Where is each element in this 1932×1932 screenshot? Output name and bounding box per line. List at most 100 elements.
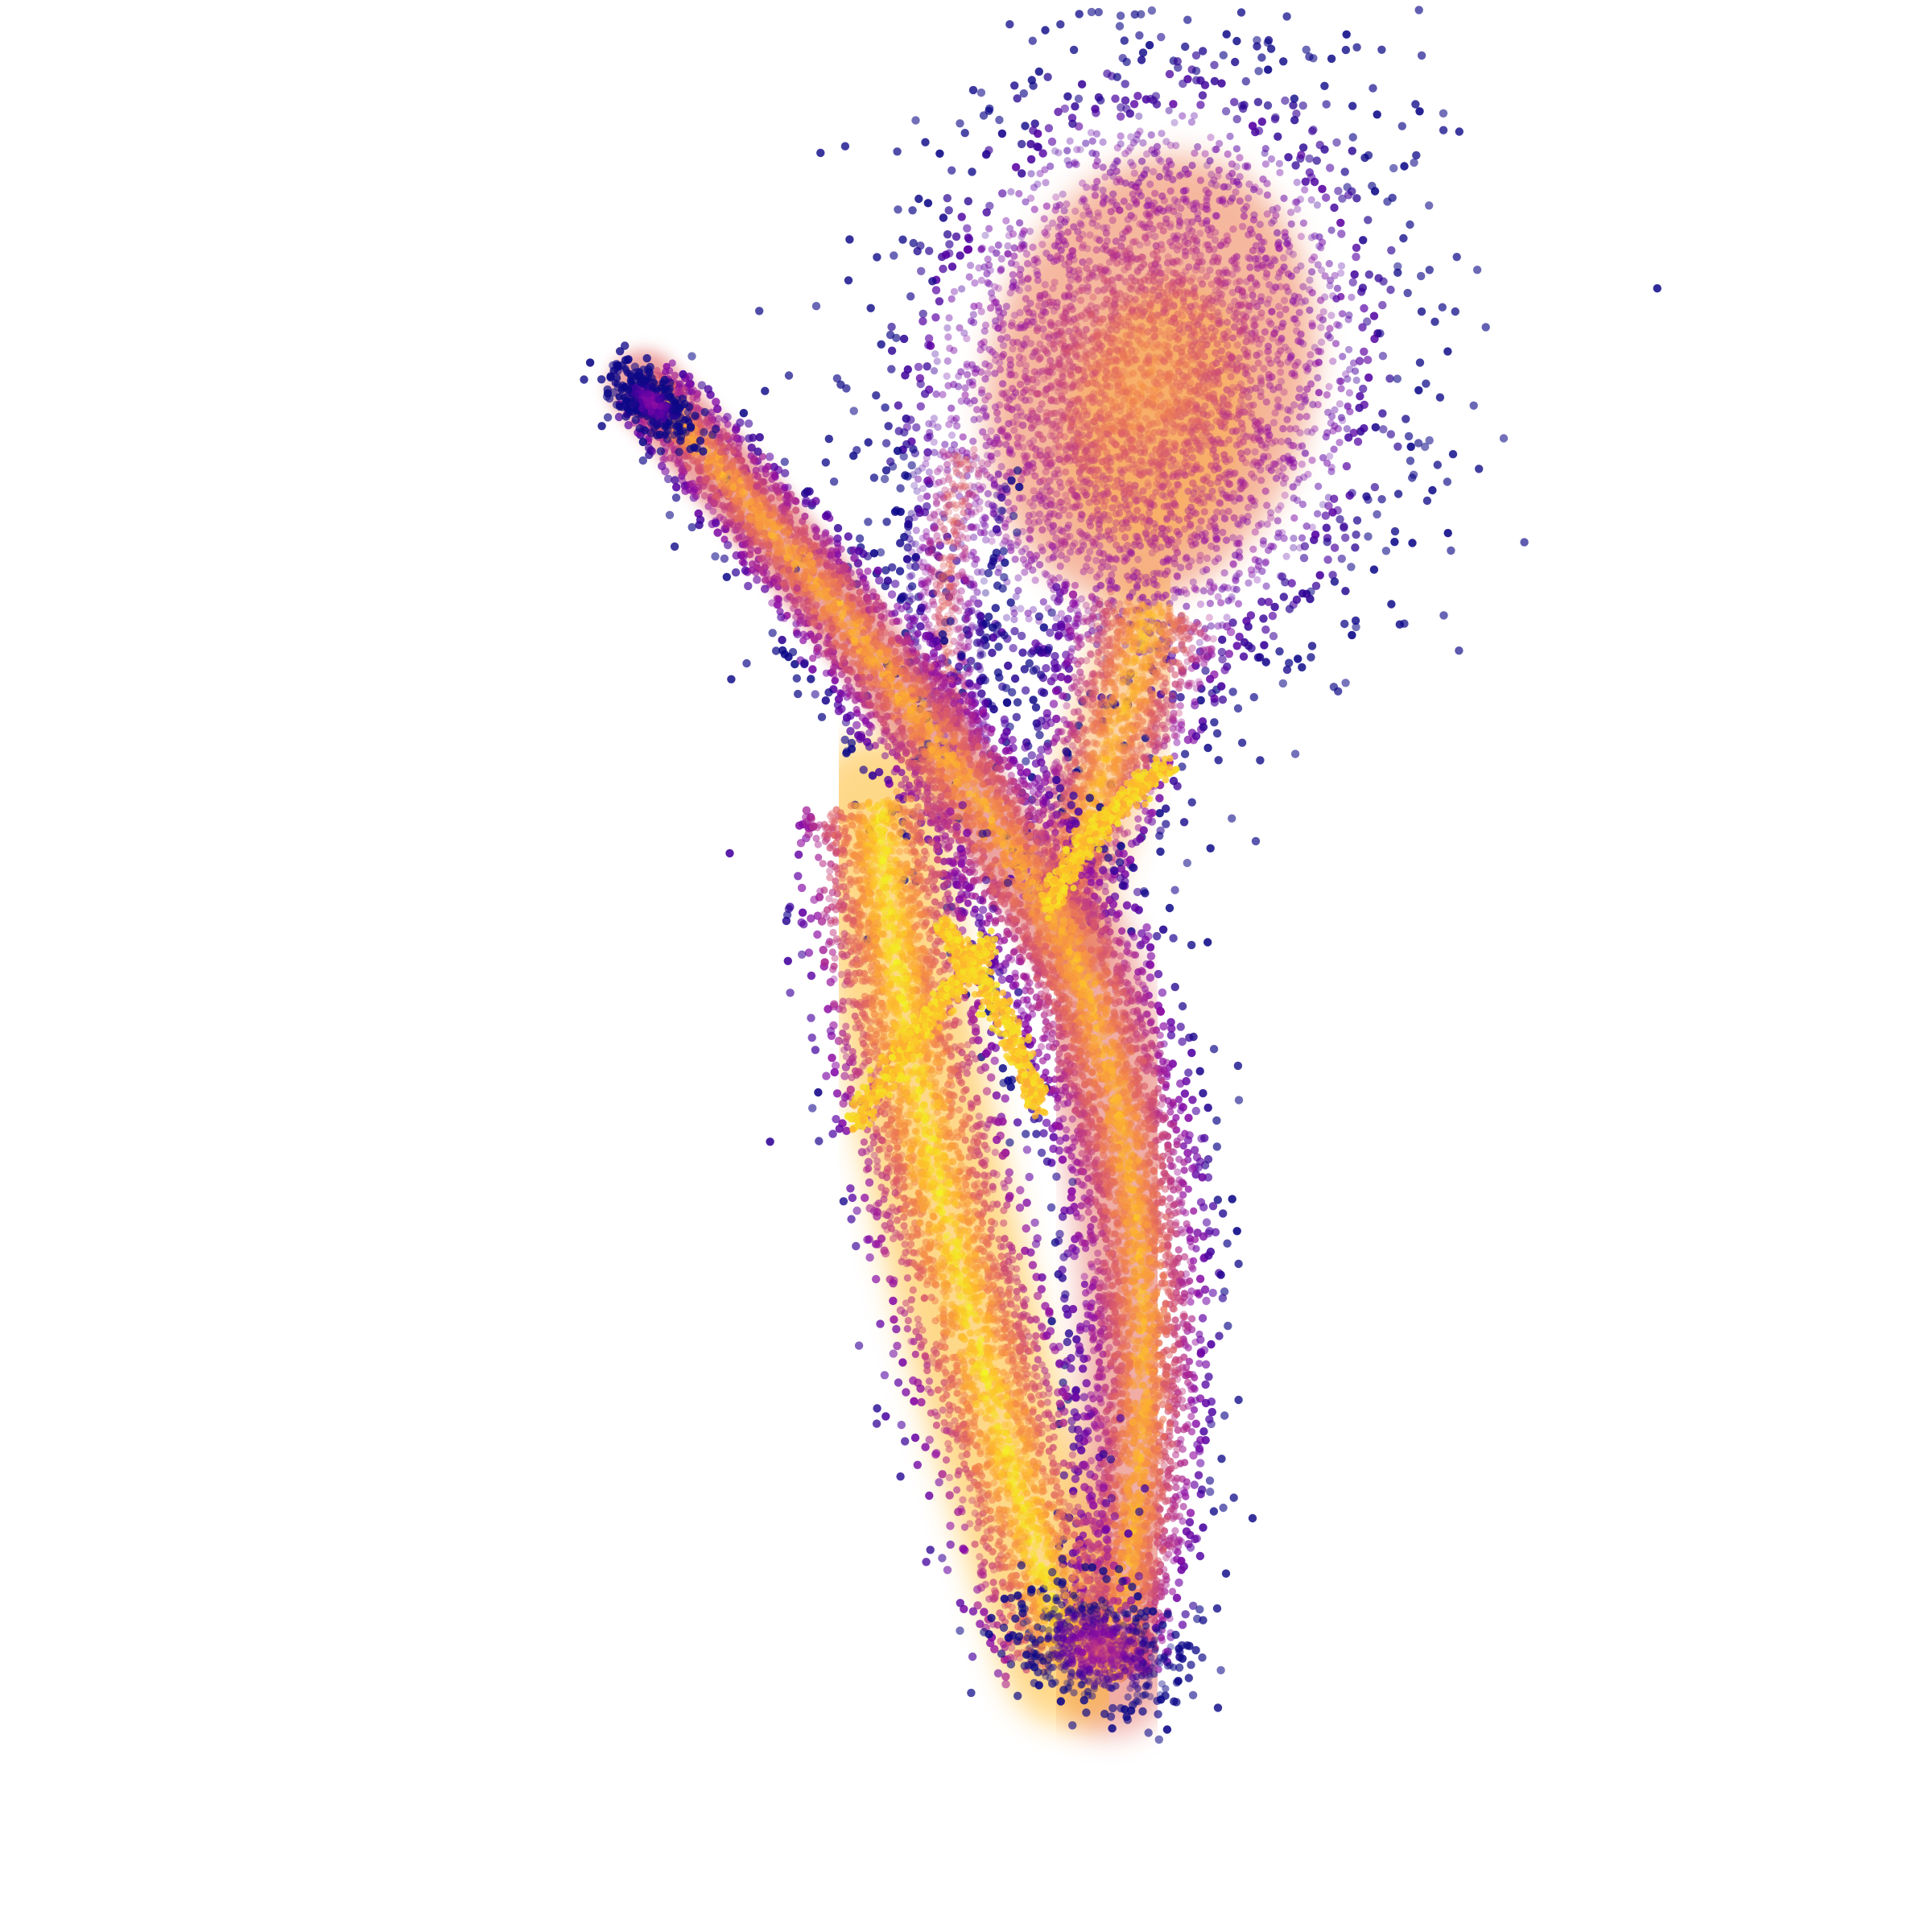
scatter-dot	[947, 415, 956, 423]
scatter-dot	[1035, 510, 1043, 518]
scatter-dot	[1311, 581, 1321, 590]
scatter-dot	[1217, 347, 1225, 355]
scatter-dot	[1203, 217, 1211, 225]
scatter-dot	[1201, 530, 1209, 538]
scatter-dot	[1114, 274, 1122, 282]
scatter-dot	[1199, 723, 1208, 732]
scatter-dot	[1267, 155, 1276, 163]
scatter-dot	[1119, 445, 1127, 453]
scatter-dot	[1199, 431, 1207, 440]
scatter-dot	[1188, 644, 1196, 652]
scatter-dot	[1277, 502, 1285, 510]
scatter-dot	[1142, 224, 1151, 232]
scatter-dot	[1155, 342, 1163, 350]
scatter-dot	[1243, 278, 1251, 286]
scatter-dot	[1112, 237, 1120, 246]
scatter-dot	[1222, 30, 1231, 39]
scatter-dot	[1208, 304, 1216, 312]
scatter-dot	[1248, 409, 1256, 417]
scatter-dot	[1210, 76, 1220, 86]
scatter-dot	[1026, 551, 1034, 559]
scatter-dot	[929, 420, 937, 428]
scatter-dot	[1167, 280, 1175, 288]
scatter-dot	[1146, 469, 1154, 477]
scatter-dot	[1071, 207, 1080, 215]
scatter-dot	[1096, 516, 1104, 524]
scatter-dot	[985, 392, 993, 400]
scatter-dot	[1138, 48, 1148, 57]
scatter-dot	[1216, 294, 1225, 302]
scatter-dot	[761, 386, 770, 395]
scatter-dot	[1050, 345, 1059, 353]
scatter-dot	[1059, 506, 1067, 514]
scatter-dot	[1246, 263, 1254, 271]
scatter-dot	[1043, 349, 1051, 357]
scatter-dot	[977, 276, 985, 284]
scatter-dot	[1240, 205, 1248, 213]
scatter-dot	[1326, 333, 1334, 342]
scatter-dot	[1057, 609, 1065, 618]
scatter-dot	[1202, 241, 1210, 249]
scatter-dot	[1357, 287, 1366, 296]
scatter-dot	[977, 246, 985, 254]
scatter-dot	[1189, 507, 1197, 516]
scatter-dot	[1241, 299, 1249, 308]
scatter-dot	[939, 264, 947, 274]
scatter-dot	[1261, 149, 1269, 157]
scatter-dot	[1036, 340, 1044, 349]
scatter-dot	[1027, 525, 1035, 533]
scatter-dot	[1331, 406, 1339, 414]
scatter-dot	[994, 241, 1002, 250]
scatter-dot	[1263, 210, 1271, 218]
scatter-dot	[1198, 530, 1206, 539]
scatter-dot	[988, 537, 996, 545]
scatter-dot	[1034, 415, 1042, 423]
scatter-dot	[1216, 196, 1224, 204]
scatter-dot	[1224, 150, 1232, 159]
scatter-dot	[1259, 540, 1267, 548]
scatter-dot	[1079, 538, 1087, 547]
scatter-dot	[1144, 479, 1152, 487]
scatter-dot	[1308, 456, 1316, 464]
scatter-dot	[1235, 407, 1243, 415]
scatter-dot	[1232, 145, 1241, 153]
scatter-dot	[1250, 321, 1258, 330]
scatter-dot	[1191, 465, 1199, 473]
scatter-dot	[1020, 665, 1030, 674]
scatter-dot	[967, 523, 975, 531]
scatter-dot	[1228, 194, 1236, 202]
scatter-dot	[939, 213, 948, 222]
scatter-dot	[1113, 252, 1121, 260]
scatter-dot	[957, 368, 965, 376]
scatter-dot	[1215, 498, 1224, 506]
scatter-dot	[1085, 257, 1093, 266]
scatter-dot	[1138, 457, 1146, 466]
scatter-dot	[1317, 244, 1325, 252]
scatter-dot	[1232, 427, 1241, 435]
scatter-dot	[1029, 385, 1037, 393]
scatter-dot	[1275, 647, 1284, 656]
scatter-dot	[1257, 520, 1265, 528]
scatter-dot	[1007, 321, 1016, 330]
scatter-dot	[1121, 266, 1129, 274]
scatter-dot	[1156, 221, 1164, 229]
scatter-dot	[1335, 400, 1344, 408]
scatter-dot	[1265, 295, 1273, 303]
scatter-dot	[1049, 284, 1057, 292]
scatter-dot	[1004, 250, 1012, 258]
scatter-dot	[1165, 502, 1173, 510]
scatter-dot	[1213, 340, 1221, 348]
scatter-dot	[1147, 131, 1155, 139]
scatter-dot	[1132, 515, 1140, 524]
scatter-dot	[1263, 101, 1273, 110]
scatter-dot	[1200, 304, 1208, 312]
scatter-dot	[1065, 266, 1074, 274]
scatter-dot	[1267, 543, 1275, 551]
scatter-dot	[1137, 323, 1146, 331]
scatter-dot	[1023, 305, 1031, 313]
scatter-dot	[1212, 535, 1220, 543]
scatter-dot	[1033, 327, 1041, 335]
scatter-dot	[1245, 194, 1253, 202]
scatter-dot	[1279, 424, 1287, 433]
scatter-dot	[1181, 42, 1190, 52]
